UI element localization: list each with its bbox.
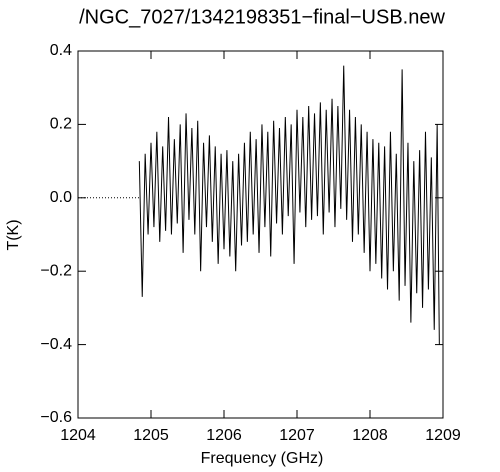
y-tick-label: 0.0 — [50, 189, 72, 206]
y-tick-label: −0.2 — [40, 262, 72, 279]
x-tick-label: 1205 — [133, 427, 169, 444]
chart-title: /NGC_7027/1342198351−final−USB.new — [79, 6, 445, 28]
x-axis-label: Frequency (GHz) — [201, 450, 324, 467]
y-tick-label: −0.6 — [40, 409, 72, 426]
spectrum-line — [138, 65, 440, 345]
y-tick-label: −0.4 — [40, 336, 72, 353]
y-tick-label: 0.2 — [50, 116, 72, 133]
y-axis-label: T(K) — [5, 219, 22, 250]
x-tick-label: 1209 — [425, 427, 461, 444]
x-tick-label: 1206 — [206, 427, 242, 444]
x-tick-label: 1207 — [279, 427, 315, 444]
y-tick-label: 0.4 — [50, 42, 72, 59]
x-tick-label: 1208 — [352, 427, 388, 444]
plot-frame — [77, 50, 444, 419]
x-tick-label: 1204 — [60, 427, 96, 444]
